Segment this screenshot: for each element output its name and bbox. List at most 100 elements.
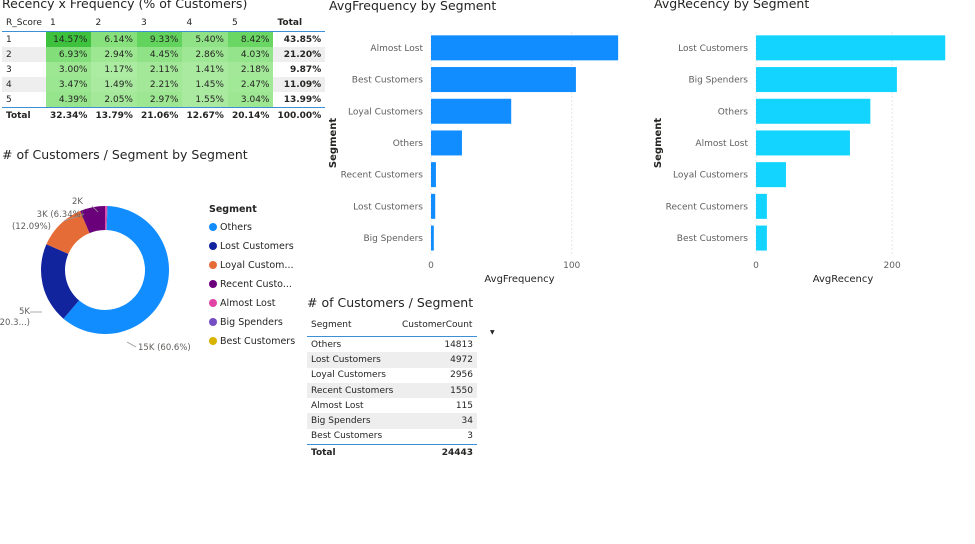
donut-slice[interactable] bbox=[46, 210, 90, 254]
y-axis-label: Segment bbox=[328, 118, 339, 168]
table-row: Lost Customers 4972 bbox=[307, 352, 477, 368]
x-axis-label: AvgFrequency bbox=[484, 274, 554, 285]
count-cell: 2956 bbox=[450, 370, 473, 381]
legend-item[interactable]: Big Spenders bbox=[209, 317, 283, 328]
category-label: Big Spenders bbox=[363, 234, 423, 244]
table-row: Almost Lost 115 bbox=[307, 398, 477, 413]
donut-slice[interactable] bbox=[80, 206, 106, 234]
legend-item[interactable]: Lost Customers bbox=[209, 241, 294, 252]
bar[interactable] bbox=[756, 35, 946, 61]
bar[interactable] bbox=[431, 225, 434, 251]
slice-data-label: 3K (6.34%) bbox=[37, 210, 84, 220]
sort-descending-icon[interactable]: ▼ bbox=[490, 329, 495, 336]
legend-dot-icon bbox=[209, 337, 217, 345]
legend-label: Best Customers bbox=[220, 336, 296, 347]
matrix-cell: 2.94% bbox=[91, 47, 137, 62]
matrix-row: 2 6.93% 2.94% 4.45% 2.86% 4.03% 21.20% bbox=[2, 47, 326, 62]
matrix-cell: 4.39% bbox=[45, 92, 92, 108]
category-label: Loyal Customers bbox=[348, 107, 423, 117]
matrix-col-total: 32.34% bbox=[45, 107, 92, 123]
bar[interactable] bbox=[756, 67, 897, 93]
leader-line bbox=[126, 341, 137, 348]
matrix-row: 4 3.47% 1.49% 2.21% 1.45% 2.47% 11.09% bbox=[2, 77, 326, 92]
matrix-total-row: Total 32.34% 13.79% 21.06% 12.67% 20.14%… bbox=[2, 107, 326, 123]
matrix-row-label: 4 bbox=[2, 77, 46, 92]
total-label: Total bbox=[307, 444, 398, 461]
freq-chart-title: AvgFrequency by Segment bbox=[329, 0, 497, 13]
customercount-col-header[interactable]: CustomerCount ▼ bbox=[398, 314, 495, 337]
x-tick-label: 200 bbox=[884, 261, 901, 271]
donut-slice[interactable] bbox=[63, 206, 169, 334]
category-label: Big Spenders bbox=[688, 76, 748, 86]
legend-label: Lost Customers bbox=[220, 241, 294, 252]
table-row: Recent Customers 1550 bbox=[307, 382, 477, 399]
bar[interactable] bbox=[431, 193, 436, 219]
category-label: Others bbox=[393, 139, 424, 149]
legend-label: Almost Lost bbox=[220, 298, 276, 309]
matrix-col-header: 3 bbox=[136, 14, 183, 32]
segment-table-total-row: Total 24443 bbox=[307, 444, 477, 461]
donut-slice[interactable] bbox=[40, 244, 80, 319]
bar[interactable] bbox=[431, 35, 619, 61]
category-label: Recent Customers bbox=[341, 171, 424, 181]
bar[interactable] bbox=[431, 162, 436, 188]
matrix-row-label: 5 bbox=[6, 94, 12, 105]
legend-item[interactable]: Others bbox=[209, 222, 252, 233]
segment-table: Segment CustomerCount ▼ Others 14813 Los… bbox=[307, 314, 495, 461]
matrix-row-label: 1 bbox=[6, 34, 12, 45]
legend-label: Recent Custo... bbox=[220, 279, 292, 290]
matrix-header-row: R_Score 1 2 3 4 5 Total bbox=[2, 14, 326, 32]
matrix-cell: 4.45% bbox=[136, 47, 183, 62]
matrix-title: Recency x Frequency (% of Customers) bbox=[2, 0, 248, 11]
matrix-cell: 3.00% bbox=[45, 62, 92, 77]
legend-dot-icon bbox=[209, 261, 217, 269]
bar[interactable] bbox=[431, 67, 576, 93]
segment-col-header[interactable]: Segment bbox=[307, 314, 398, 337]
matrix-row-total: 43.85% bbox=[283, 34, 322, 45]
bar[interactable] bbox=[756, 162, 786, 188]
count-cell: 3 bbox=[467, 431, 473, 442]
legend-item[interactable]: Almost Lost bbox=[209, 298, 276, 309]
avgfrequency-bar-chart: 0 100 Almost Lost Best Customers Loyal Custo… bbox=[328, 32, 619, 285]
bar[interactable] bbox=[431, 130, 462, 156]
count-cell: 115 bbox=[455, 400, 473, 411]
legend-label: Big Spenders bbox=[220, 317, 283, 328]
donut-legend-title: Segment bbox=[209, 204, 257, 215]
segment-table-title: # of Customers / Segment bbox=[307, 295, 474, 310]
legend-label: Loyal Custom... bbox=[220, 260, 294, 271]
slice-data-label: 15K (60.6%) bbox=[138, 343, 191, 353]
bar[interactable] bbox=[756, 225, 767, 251]
table-row: Loyal Customers 2956 bbox=[307, 368, 477, 383]
matrix-cell: 2.18% bbox=[227, 62, 274, 77]
legend-item[interactable]: Recent Custo... bbox=[209, 279, 292, 290]
legend-label: Others bbox=[220, 222, 252, 233]
matrix-cell: 6.14% bbox=[91, 31, 137, 47]
donut-slice[interactable] bbox=[105, 206, 107, 231]
bar[interactable] bbox=[756, 130, 850, 156]
category-label: Almost Lost bbox=[695, 139, 748, 149]
donut-chart: 15K (60.6%) 5K(20.3...) 3K (6.34%) (12.09%)… bbox=[0, 197, 191, 353]
matrix-cell: 4.03% bbox=[227, 47, 274, 62]
donut-slice[interactable] bbox=[106, 206, 108, 231]
matrix-col-total: 21.06% bbox=[136, 107, 183, 123]
legend-item[interactable]: Loyal Custom... bbox=[209, 260, 294, 271]
bar[interactable] bbox=[756, 98, 871, 124]
legend-item[interactable]: Best Customers bbox=[209, 336, 295, 347]
matrix-col-header: 4 bbox=[182, 14, 228, 32]
matrix-cell: 14.57% bbox=[45, 31, 92, 47]
donut-slice[interactable] bbox=[106, 206, 108, 231]
matrix-row: 1 14.57% 6.14% 9.33% 5.40% 8.42% 43.85% bbox=[2, 31, 325, 47]
matrix-cell: 2.86% bbox=[182, 47, 228, 62]
matrix-row-total: 13.99% bbox=[283, 94, 322, 105]
matrix-cell: 3.04% bbox=[227, 92, 274, 108]
matrix-cell: 8.42% bbox=[227, 31, 274, 47]
matrix-col-total: 20.14% bbox=[227, 107, 274, 123]
avgrecency-bar-chart: 0 200 Lost Customers Big Spenders Others Almo… bbox=[653, 32, 946, 285]
bar[interactable] bbox=[756, 193, 767, 219]
bar[interactable] bbox=[431, 98, 512, 124]
leader-line bbox=[91, 205, 99, 213]
matrix-row-label: 3 bbox=[6, 64, 12, 75]
count-cell: 14813 bbox=[444, 339, 473, 350]
matrix-col-header: 2 bbox=[91, 14, 137, 32]
category-label: Loyal Customers bbox=[673, 171, 748, 181]
